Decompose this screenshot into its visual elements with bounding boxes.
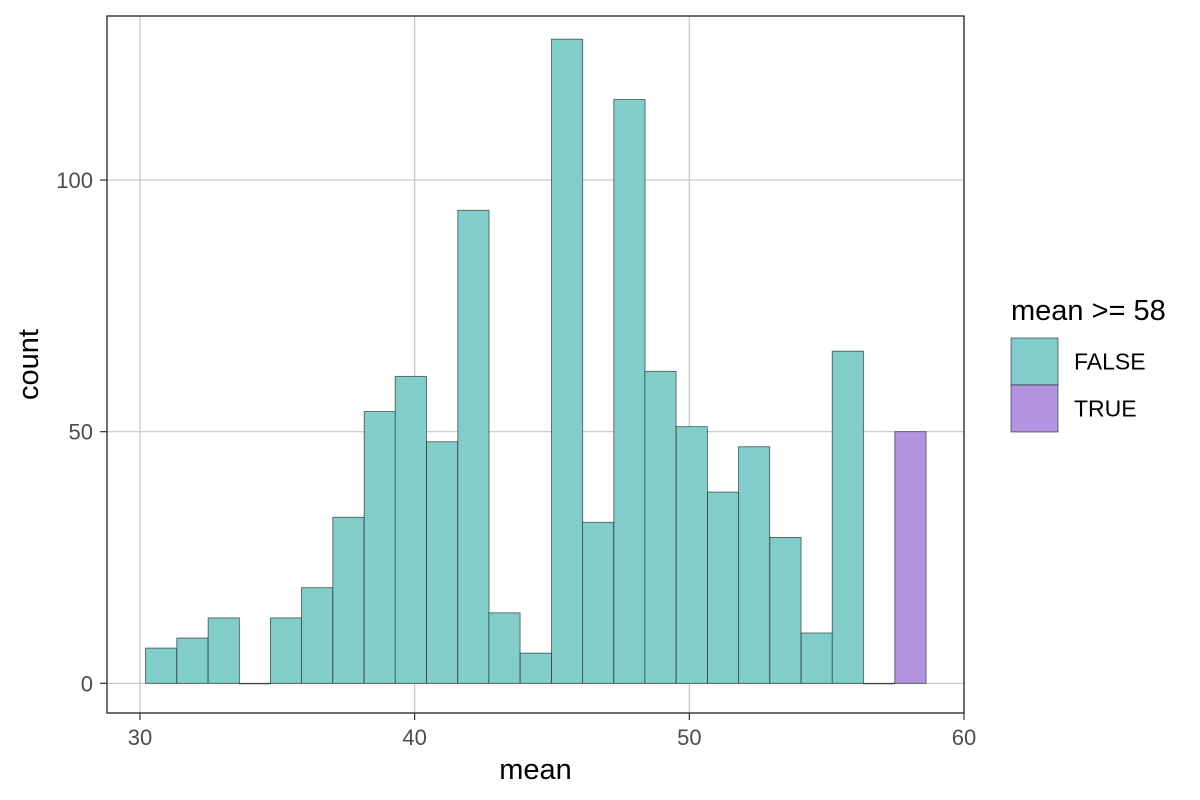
x-tick-label: 40 [402,725,426,750]
histogram-bar [613,99,646,684]
legend-title: mean >= 58 [1011,295,1166,327]
x-tick-label: 50 [677,725,701,750]
histogram-bar [270,617,303,684]
y-tick-label: 0 [81,671,93,696]
y-tick-label: 100 [56,168,93,193]
histogram-bar [145,647,178,684]
histogram-bar [426,441,459,684]
histogram-bar [238,682,271,685]
histogram-bar [769,536,802,684]
histogram-bar [863,682,896,685]
histogram-bar [457,209,490,684]
panel-background [107,16,964,713]
histogram-bar [519,652,552,684]
legend-key [1010,337,1059,386]
histogram-bar [551,38,584,684]
x-axis-ticks: 30 40 50 60 [128,713,976,750]
legend-entries: FALSE TRUE [1010,337,1146,433]
bars [145,38,927,685]
histogram-bar [644,370,677,684]
histogram-bar [738,446,771,684]
y-axis-title: count [13,329,45,400]
plot-panel [106,15,965,714]
y-axis-ticks: 0 50 100 [56,168,107,696]
x-tick-label: 30 [128,725,152,750]
legend-key [1010,384,1059,433]
histogram-bar [488,612,521,684]
y-tick-label: 50 [69,420,93,445]
histogram-bar [675,426,708,684]
histogram-bar [894,431,927,684]
histogram-bar [394,375,427,684]
histogram-bar [707,491,740,684]
histogram-bar [800,632,833,684]
histogram-bar [332,516,365,684]
x-axis-title: mean [499,754,572,786]
legend-label: TRUE [1074,396,1137,422]
histogram-bar [363,411,396,684]
panel-border [106,15,965,714]
histogram-bar [831,350,864,684]
legend: mean >= 58 FALSE TRUE [1010,295,1166,433]
histogram-bar [176,637,209,684]
legend-label: FALSE [1074,349,1146,375]
histogram-bar [301,587,334,684]
histogram-bar [207,617,240,684]
x-tick-label: 60 [952,725,976,750]
histogram-bar [582,521,615,684]
